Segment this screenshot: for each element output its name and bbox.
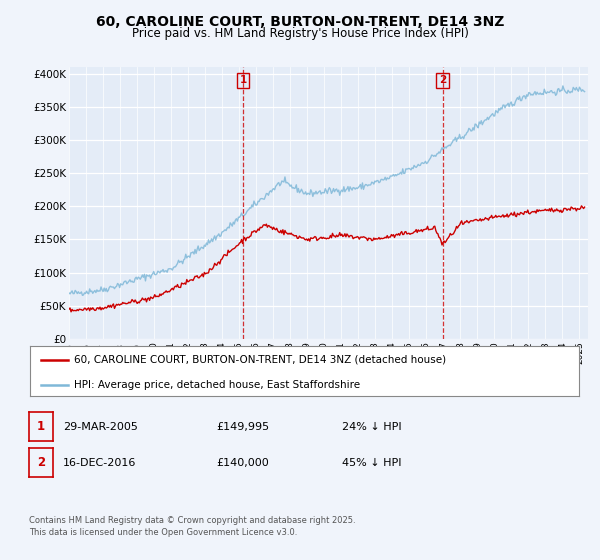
Text: 2: 2 [439,76,446,86]
Text: 1: 1 [239,76,247,86]
Text: £149,995: £149,995 [216,422,269,432]
Text: Contains HM Land Registry data © Crown copyright and database right 2025.
This d: Contains HM Land Registry data © Crown c… [29,516,355,537]
Text: 60, CAROLINE COURT, BURTON-ON-TRENT, DE14 3NZ (detached house): 60, CAROLINE COURT, BURTON-ON-TRENT, DE1… [74,354,446,365]
Text: HPI: Average price, detached house, East Staffordshire: HPI: Average price, detached house, East… [74,380,360,390]
Text: 45% ↓ HPI: 45% ↓ HPI [342,458,401,468]
Text: 24% ↓ HPI: 24% ↓ HPI [342,422,401,432]
Text: Price paid vs. HM Land Registry's House Price Index (HPI): Price paid vs. HM Land Registry's House … [131,27,469,40]
Text: 60, CAROLINE COURT, BURTON-ON-TRENT, DE14 3NZ: 60, CAROLINE COURT, BURTON-ON-TRENT, DE1… [96,15,504,29]
Text: 1: 1 [37,420,45,433]
Text: 29-MAR-2005: 29-MAR-2005 [63,422,138,432]
Text: 2: 2 [37,456,45,469]
Text: 16-DEC-2016: 16-DEC-2016 [63,458,136,468]
Text: £140,000: £140,000 [216,458,269,468]
